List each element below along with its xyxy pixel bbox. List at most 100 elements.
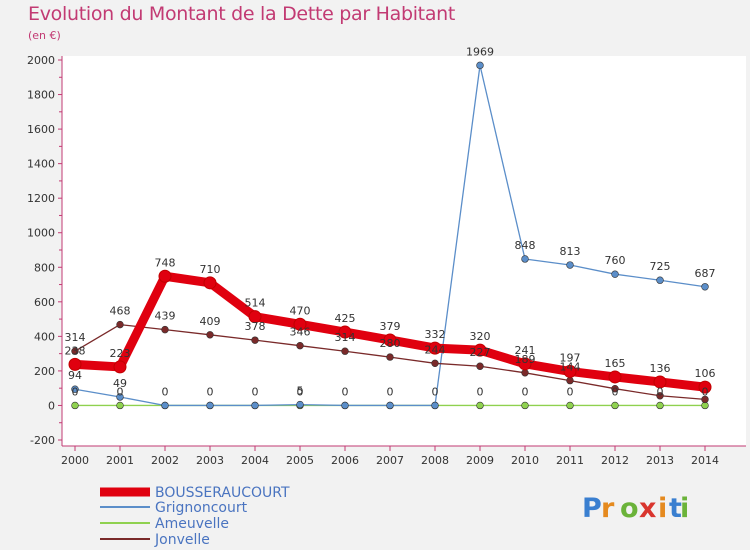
data-label: 1969: [466, 45, 494, 58]
data-point: [203, 276, 217, 290]
x-tick-label: 2007: [376, 454, 404, 467]
data-point: [653, 375, 667, 389]
data-label: 379: [380, 320, 401, 333]
data-label: 49: [113, 377, 127, 390]
data-point: [611, 385, 619, 393]
data-point: [566, 376, 574, 385]
x-tick-label: 2006: [331, 454, 359, 467]
y-tick-label: 2000: [27, 54, 55, 67]
data-label: 0: [117, 385, 124, 398]
legend-label: Ameuvelle: [155, 516, 229, 532]
x-tick-label: 2009: [466, 454, 494, 467]
brand-logo-letter: o: [620, 493, 639, 524]
data-point: [71, 385, 79, 393]
data-point: [566, 401, 574, 410]
data-point: [71, 401, 79, 410]
data-point: [206, 401, 214, 410]
y-tick-label: 200: [34, 365, 55, 378]
data-label: 0: [657, 385, 664, 398]
data-label: 238: [65, 344, 86, 357]
data-point: [206, 331, 214, 339]
data-label: 197: [560, 351, 581, 364]
data-label: 813: [560, 245, 581, 258]
data-label: 241: [515, 344, 536, 357]
data-label: 0: [252, 385, 259, 398]
data-label: 0: [477, 385, 484, 398]
brand-logo-letter: x: [639, 493, 656, 524]
data-label: 144: [560, 361, 581, 374]
data-point: [296, 400, 304, 409]
data-label: 760: [605, 254, 626, 267]
data-label: 94: [68, 369, 82, 382]
y-tick-label: 1000: [27, 227, 55, 240]
y-tick-label: 800: [34, 261, 55, 274]
brand-logo-letter: i: [658, 493, 667, 524]
data-point: [71, 347, 79, 355]
data-label: 332: [425, 328, 446, 341]
data-point: [521, 369, 529, 377]
data-label: 425: [335, 312, 356, 325]
data-point: [431, 401, 439, 410]
data-point: [701, 395, 709, 404]
data-point: [113, 360, 127, 374]
data-point: [701, 283, 709, 291]
legend-label: BOUSSERAUCOURT: [155, 485, 290, 501]
data-label: 848: [515, 239, 536, 252]
data-label: 725: [650, 260, 671, 273]
chart-unit: (en €): [28, 29, 61, 42]
x-tick-label: 2010: [511, 454, 539, 467]
data-point: [518, 357, 532, 371]
y-tick-label: 1800: [27, 89, 55, 102]
data-point: [338, 325, 352, 339]
data-point: [386, 353, 394, 361]
x-tick-label: 2011: [556, 454, 584, 467]
data-label: 280: [380, 337, 401, 350]
data-point: [656, 392, 664, 400]
data-point: [383, 333, 397, 347]
y-tick-label: -200: [30, 434, 55, 447]
y-tick-label: 1400: [27, 158, 55, 171]
data-point: [68, 357, 82, 371]
data-point: [566, 261, 574, 269]
data-point: [563, 364, 577, 378]
data-point: [476, 401, 484, 410]
data-label: 470: [290, 304, 311, 317]
data-point: [158, 269, 172, 283]
data-label: 189: [515, 353, 536, 366]
x-tick-label: 2013: [646, 454, 674, 467]
data-label: 0: [612, 385, 619, 398]
data-label: 0: [567, 385, 574, 398]
data-label: 0: [342, 385, 349, 398]
data-label: 0: [207, 385, 214, 398]
data-point: [116, 393, 124, 401]
data-point: [116, 320, 124, 329]
data-label: 0: [162, 385, 169, 398]
data-point: [428, 341, 442, 355]
data-point: [476, 61, 484, 70]
data-point: [656, 276, 664, 284]
y-tick-label: 1600: [27, 123, 55, 136]
data-point: [611, 270, 619, 278]
data-label: 244: [425, 343, 446, 356]
data-label: 0: [72, 385, 79, 398]
data-label: 439: [155, 310, 176, 323]
data-label: 346: [290, 326, 311, 339]
brand-logo-letter: P: [582, 493, 602, 524]
x-tick-label: 2000: [61, 454, 89, 467]
data-label: 468: [110, 305, 131, 318]
data-label: 314: [65, 331, 86, 344]
data-label: 223: [110, 347, 131, 360]
y-tick-label: 600: [34, 296, 55, 309]
data-point: [161, 325, 169, 334]
brand-logo-letter: i: [680, 493, 689, 524]
data-point: [698, 380, 712, 394]
data-point: [611, 401, 619, 410]
data-point: [251, 336, 259, 344]
x-tick-label: 2012: [601, 454, 629, 467]
data-point: [161, 401, 169, 410]
x-tick-label: 2003: [196, 454, 224, 467]
y-tick-label: 0: [48, 399, 55, 412]
data-point: [431, 359, 439, 368]
data-point: [656, 401, 664, 410]
